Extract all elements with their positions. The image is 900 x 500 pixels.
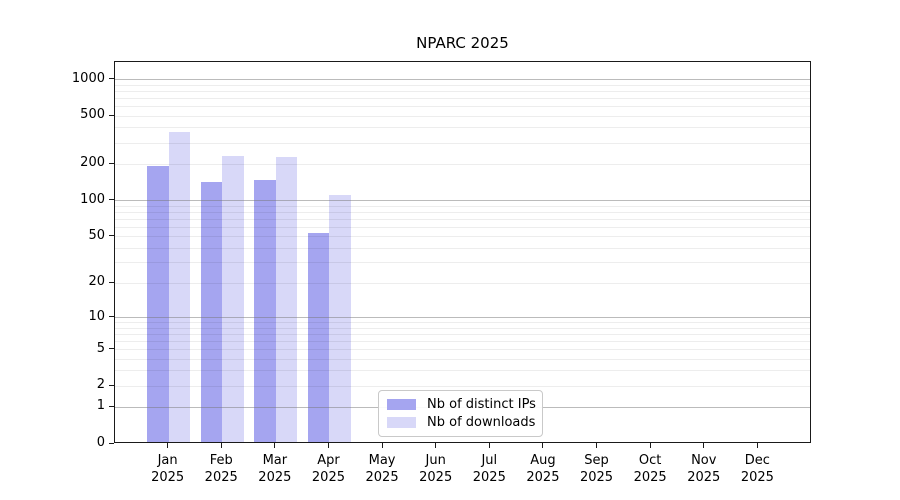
y-tick-label: 50 [88, 227, 105, 243]
major-gridline [115, 79, 810, 81]
x-tick-label-sep: Sep 2025 [579, 453, 614, 485]
y-axis-tick [109, 114, 114, 116]
minor-gridline [115, 370, 810, 372]
minor-gridline [115, 218, 810, 220]
y-axis-tick [109, 316, 114, 318]
y-axis-tick [109, 442, 114, 444]
minor-gridline [115, 358, 810, 360]
bar-nb-of-downloads-mar [275, 156, 298, 442]
y-tick-label: 5 [96, 340, 105, 356]
x-tick-label-jan: Jan 2025 [151, 453, 185, 485]
minor-gridline [115, 226, 810, 228]
y-axis-tick [109, 281, 114, 283]
x-tick-label-jul: Jul 2025 [472, 453, 506, 485]
x-tick-label-feb: Feb 2025 [204, 453, 238, 485]
y-axis-tick [109, 235, 114, 237]
minor-gridline [115, 211, 810, 213]
legend-item-distinct-ips: Nb of distinct IPs [387, 397, 536, 412]
chart-title: NPARC 2025 [416, 34, 509, 52]
x-tick-label-apr: Apr 2025 [311, 453, 345, 485]
legend: Nb of distinct IPs Nb of downloads [378, 390, 543, 437]
y-axis-tick [109, 405, 114, 407]
major-gridline [115, 200, 810, 202]
y-axis-tick [109, 78, 114, 80]
minor-gridline [115, 163, 810, 165]
x-axis-tick [167, 443, 169, 448]
minor-gridline [115, 247, 810, 249]
minor-gridline [115, 349, 810, 351]
legend-swatch-distinct-ips [387, 399, 416, 410]
minor-gridline [115, 90, 810, 92]
minor-gridline [115, 142, 810, 144]
x-axis-tick [435, 443, 437, 448]
x-axis-tick [703, 443, 705, 448]
minor-gridline [115, 106, 810, 108]
x-axis-tick [488, 443, 490, 448]
x-tick-label-oct: Oct 2025 [633, 453, 667, 485]
x-tick-label-mar: Mar 2025 [258, 453, 292, 485]
minor-gridline [115, 262, 810, 264]
x-axis-tick [596, 443, 598, 448]
x-axis-tick [756, 443, 758, 448]
y-axis-tick [109, 162, 114, 164]
x-axis-tick [381, 443, 383, 448]
x-axis-tick [649, 443, 651, 448]
x-tick-label-dec: Dec 2025 [740, 453, 774, 485]
minor-gridline [115, 98, 810, 99]
minor-gridline [115, 333, 810, 335]
y-tick-label: 1000 [71, 70, 105, 86]
bar-nb-of-downloads-jan [168, 132, 191, 442]
x-axis-tick [274, 443, 276, 448]
x-axis-tick [220, 443, 222, 448]
minor-gridline [115, 115, 810, 117]
minor-gridline [115, 84, 810, 86]
bar-nb-of-distinct-ips-feb [200, 181, 223, 442]
minor-gridline [115, 385, 810, 387]
y-axis-tick [109, 348, 114, 350]
bar-nb-of-distinct-ips-jan [147, 166, 169, 442]
y-tick-label: 10 [88, 308, 105, 324]
minor-gridline [115, 205, 810, 207]
major-gridline [115, 317, 810, 319]
y-tick-label: 100 [80, 191, 105, 207]
minor-gridline [115, 236, 810, 238]
y-axis-tick [109, 384, 114, 386]
y-tick-label: 200 [80, 155, 105, 171]
bar-nb-of-distinct-ips-apr [307, 232, 330, 442]
plot-area [114, 61, 811, 443]
legend-swatch-downloads [387, 417, 416, 428]
bar-nb-of-distinct-ips-mar [254, 180, 276, 442]
x-tick-label-jun: Jun 2025 [419, 453, 453, 485]
minor-gridline [115, 327, 810, 329]
y-tick-label: 500 [80, 107, 105, 123]
x-tick-label-nov: Nov 2025 [687, 453, 721, 485]
minor-gridline [115, 127, 810, 129]
x-axis-tick [327, 443, 329, 448]
y-tick-label: 1 [96, 398, 105, 414]
minor-gridline [115, 340, 810, 342]
x-tick-label-may: May 2025 [365, 453, 399, 485]
bar-nb-of-downloads-apr [329, 195, 351, 442]
minor-gridline [115, 322, 810, 324]
legend-label-distinct-ips: Nb of distinct IPs [427, 397, 536, 412]
y-axis-tick [109, 199, 114, 201]
y-tick-label: 0 [96, 435, 105, 450]
legend-label-downloads: Nb of downloads [427, 415, 536, 430]
x-axis-tick [542, 443, 544, 448]
bar-nb-of-downloads-feb [222, 155, 244, 442]
y-tick-label: 20 [88, 274, 105, 290]
y-tick-label: 2 [96, 377, 105, 393]
minor-gridline [115, 282, 810, 284]
legend-item-downloads: Nb of downloads [387, 415, 536, 430]
x-tick-label-aug: Aug 2025 [526, 453, 560, 485]
